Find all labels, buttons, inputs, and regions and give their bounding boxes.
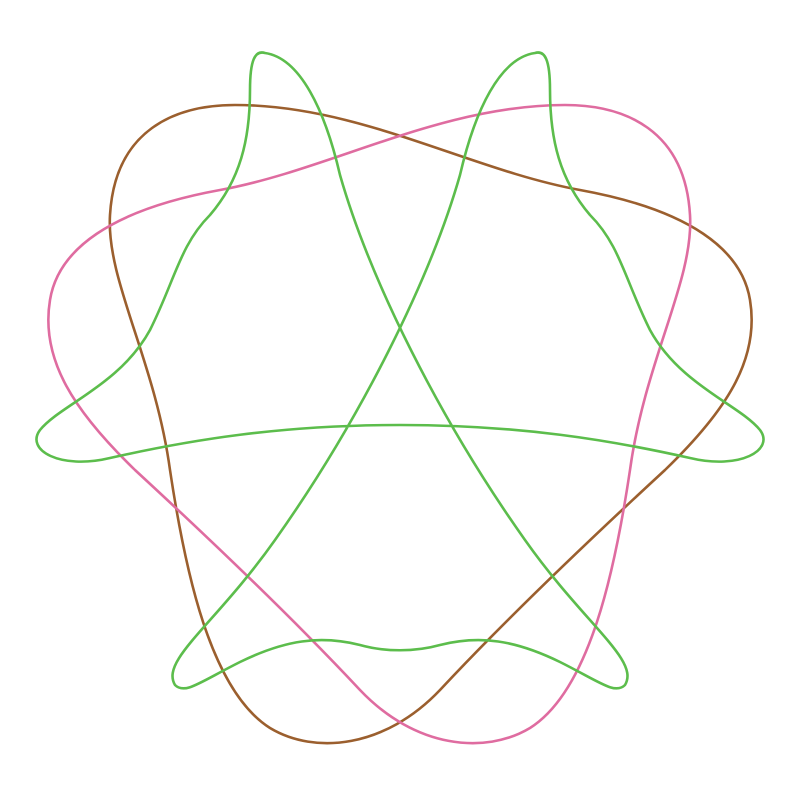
pink-curve bbox=[47, 103, 692, 745]
brown-curve bbox=[108, 103, 753, 745]
green-curve bbox=[35, 51, 765, 690]
